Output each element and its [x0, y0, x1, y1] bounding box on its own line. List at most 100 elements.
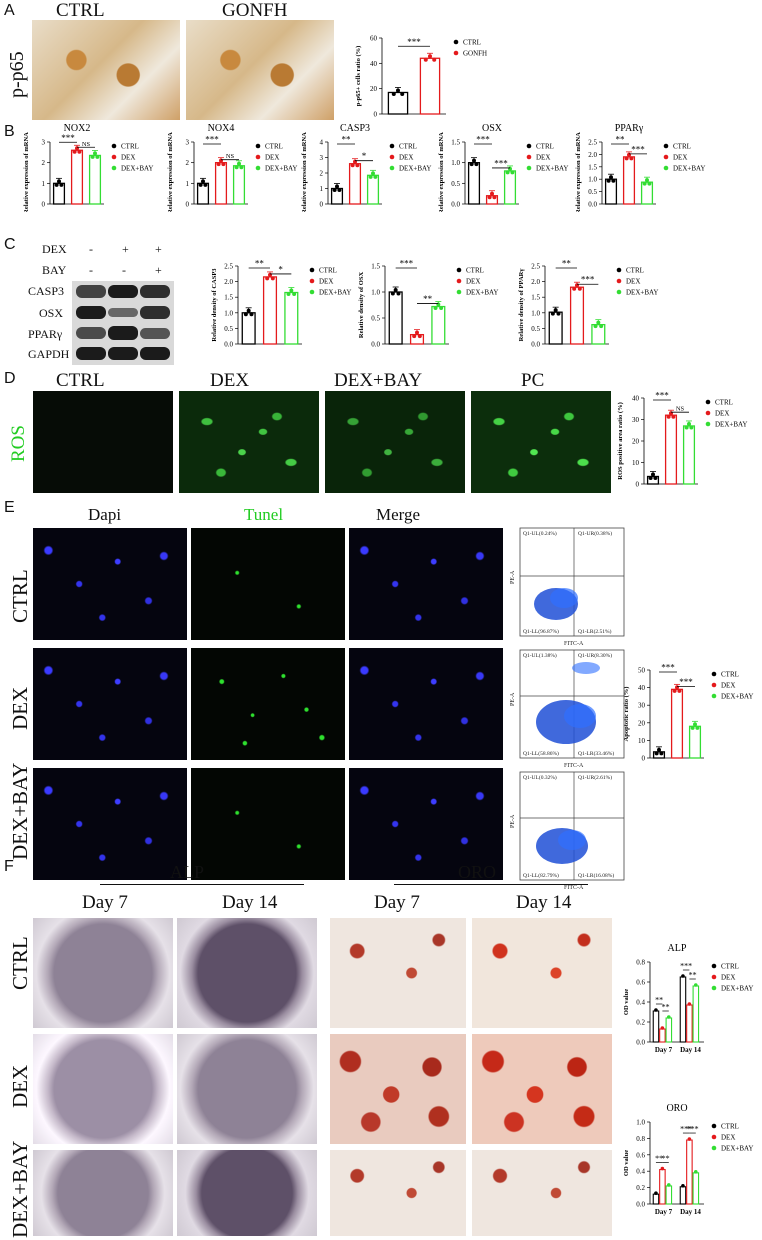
- significance-label: NS: [676, 406, 685, 413]
- data-point: [203, 182, 208, 187]
- legend-entry: DEX: [721, 974, 735, 982]
- significance-label: ***: [61, 133, 75, 143]
- legend-entry: DEX: [265, 154, 279, 162]
- data-point: [666, 414, 671, 419]
- legend-entry: GONFH: [463, 50, 487, 58]
- data-point: [689, 425, 694, 430]
- chart-b-pparg: PPARγ Relative expression of mRNA 0.0 0.5 1.…: [575, 123, 705, 212]
- legend-entry: CTRL: [265, 143, 283, 151]
- y-tick-label: 0.5: [531, 325, 540, 333]
- flow-dex-ur: Q1-UR(8.30%): [578, 652, 612, 659]
- chart-title: CASP3: [340, 123, 370, 134]
- treatment-bay-label: BAY: [42, 263, 67, 277]
- data-point: [693, 983, 698, 987]
- data-point: [368, 174, 373, 179]
- alp-image-dex-day7: [33, 1034, 173, 1144]
- data-point: [677, 688, 682, 693]
- legend-entry: CTRL: [121, 143, 139, 151]
- legend-entry: CTRL: [673, 143, 691, 151]
- flow-plot-dexbay: Q1-UL(0.32%) Q1-UR(2.61%) Q1-LL(82.79%) …: [510, 771, 625, 891]
- legend-entry: CTRL: [319, 267, 337, 275]
- significance-label: *: [278, 264, 283, 274]
- data-point: [417, 334, 422, 339]
- data-point: [234, 165, 239, 170]
- chart-title: ALP: [668, 943, 687, 954]
- panel-f-row-dexbay: DEX+BAY: [8, 1140, 32, 1238]
- y-tick-label: 0.0: [451, 201, 460, 209]
- panel-f-day14-alp: Day 14: [222, 892, 278, 913]
- significance-label: ***: [494, 158, 508, 168]
- panel-d-col-pc: PC: [521, 370, 545, 391]
- data-point: [391, 91, 396, 96]
- legend-entry: DEX+BAY: [721, 985, 753, 993]
- panel-f-oro-bar: [394, 884, 588, 885]
- panel-e-col-merge: Merge: [376, 505, 421, 524]
- tunel-image-ctrl: [191, 528, 345, 640]
- panel-label-c: C: [4, 236, 16, 253]
- legend-entry: CTRL: [463, 39, 481, 47]
- merge-image-ctrl: [349, 528, 503, 640]
- y-tick-label: 0.5: [451, 180, 460, 188]
- data-point: [270, 276, 275, 281]
- legend-marker: [616, 267, 622, 273]
- alp-image-dex-day14: [177, 1034, 317, 1144]
- treatment-sign: +: [155, 242, 162, 256]
- oro-image-dex-day7: [330, 1034, 466, 1144]
- bar: [52, 182, 66, 205]
- bar: [664, 414, 678, 485]
- data-point: [606, 178, 611, 183]
- panel-d-col-dex: DEX: [210, 370, 250, 391]
- chart-b-nox2: NOX2 Relative expression of mRNA 0 1 2 3 *** NS…: [23, 123, 153, 212]
- y-tick-label: 3: [320, 154, 324, 162]
- panel-f-row-ctrl: CTRL: [8, 936, 32, 990]
- data-point: [350, 163, 355, 168]
- y-tick-label: 1.5: [531, 294, 540, 302]
- merge-image-dex: [349, 648, 503, 760]
- alp-image-dexbay-day7: [33, 1150, 173, 1236]
- y-axis-label: ROS positive area ratio (%): [617, 402, 624, 480]
- data-point: [72, 149, 77, 154]
- flow-ctrl-ul: Q1-UL(0.24%): [523, 530, 557, 537]
- bar: [665, 1185, 673, 1205]
- bar: [241, 312, 256, 345]
- y-tick-label: 1.0: [224, 309, 233, 317]
- legend-marker: [663, 143, 669, 149]
- legend-entry: CTRL: [721, 1123, 739, 1131]
- data-point: [611, 178, 616, 183]
- legend-entry: DEX+BAY: [399, 165, 431, 173]
- data-point: [687, 1137, 692, 1141]
- legend-marker: [389, 143, 395, 149]
- significance-label: **: [255, 259, 265, 269]
- data-point: [239, 165, 244, 170]
- panel-e-row-dexbay: DEX+BAY: [8, 762, 32, 860]
- significance-label: ***: [581, 275, 595, 285]
- data-point: [624, 156, 629, 161]
- x-tick-label: Day 14: [680, 1046, 701, 1054]
- tunel-image-dexbay: [191, 768, 345, 880]
- bar: [431, 305, 446, 345]
- y-tick-label: 0: [374, 111, 378, 119]
- legend-marker: [255, 154, 261, 160]
- panel-label-e: E: [4, 499, 15, 516]
- significance-label: ***: [655, 391, 669, 401]
- chart-a-p-p65: p-p65+ cells ratio (%) 0 20 40 60 *** CTRL GONF…: [355, 35, 487, 119]
- oro-image-ctrl-day14: [472, 918, 612, 1028]
- chart-title: OSX: [482, 123, 503, 134]
- bar: [388, 291, 403, 345]
- y-tick-label: 0: [42, 201, 46, 209]
- legend-entry: DEX+BAY: [721, 1145, 753, 1153]
- significance-label: **: [342, 135, 352, 145]
- significance-label: NS: [226, 153, 235, 160]
- data-point: [671, 414, 676, 419]
- y-tick-label: 1.0: [588, 176, 597, 184]
- panel-e-col-tunel: Tunel: [244, 505, 284, 524]
- data-point: [577, 286, 582, 291]
- legend-marker: [111, 154, 117, 160]
- y-axis-label: Relative expression of mRNA: [438, 132, 445, 212]
- bar: [686, 1004, 693, 1043]
- bar: [652, 1010, 660, 1043]
- data-point: [90, 154, 95, 159]
- significance-label: **: [655, 996, 663, 1005]
